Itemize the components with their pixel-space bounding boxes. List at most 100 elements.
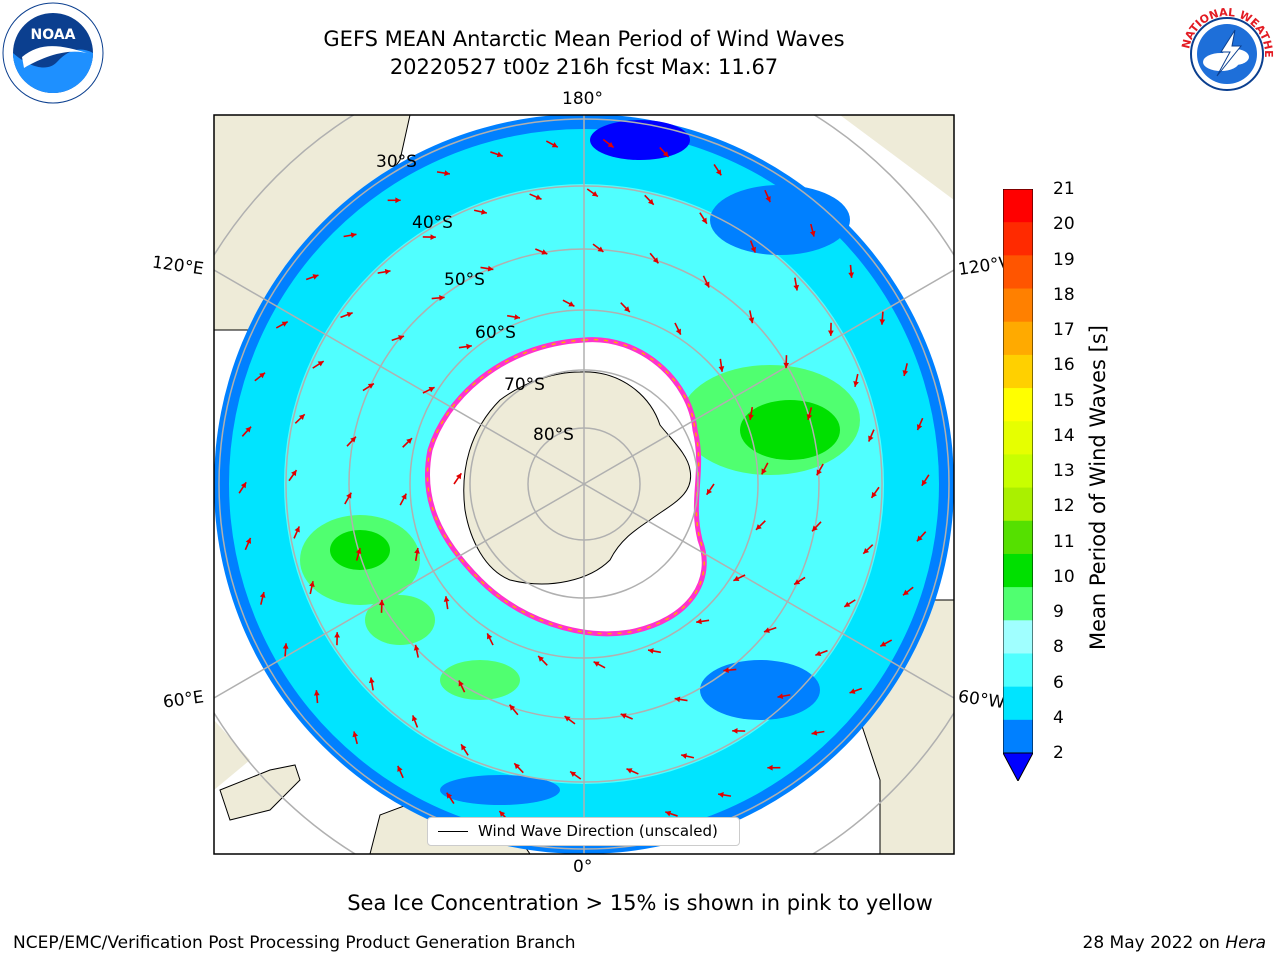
colorbar-band: [1003, 255, 1033, 290]
colorbar-band: [1003, 454, 1033, 489]
map-frame: [213, 114, 955, 855]
wave-direction-arrowhead: [828, 330, 834, 336]
noaa-logo: NOAA: [2, 2, 104, 104]
lon-label-0: 0°: [573, 857, 593, 877]
wave-direction-arrowhead: [706, 488, 713, 495]
wave-direction-arrowhead: [761, 468, 767, 475]
wave-direction-arrowhead: [902, 589, 909, 596]
wave-direction-arrowhead: [461, 744, 467, 751]
wave-direction-arrowhead: [662, 151, 669, 157]
legend-label: Wind Wave Direction (unscaled): [478, 822, 718, 840]
wave-direction-arrowhead: [350, 232, 357, 239]
wave-direction-arrowhead: [541, 249, 548, 255]
wave-direction-arrowhead: [496, 151, 503, 158]
wave-direction-arrowhead: [665, 810, 672, 817]
map-legend: Wind Wave Direction (unscaled): [427, 817, 740, 846]
wave-direction-arrowhead: [793, 284, 800, 291]
wave-direction-arrowhead: [732, 728, 738, 734]
colorbar-tick-label: 8: [1053, 637, 1064, 658]
wave-direction-arrowhead: [346, 492, 352, 499]
chart-title: GEFS MEAN Antarctic Mean Period of Wind …: [323, 27, 845, 51]
lat-label-60s: 60°S: [475, 323, 516, 343]
lon-label-180: 180°: [562, 89, 603, 109]
colorbar-band: [1003, 189, 1033, 223]
colorbar-tick-label: 11: [1053, 531, 1075, 552]
colorbar-tick-label: 20: [1053, 214, 1075, 235]
wave-direction-arrowhead: [849, 688, 856, 694]
colorbar-band: [1003, 354, 1033, 389]
wave-direction-arrowhead: [620, 713, 627, 719]
colorbar-tick-label: 10: [1053, 566, 1075, 587]
colorbar-tick-label: 13: [1053, 461, 1075, 481]
wave-direction-arrowhead: [570, 771, 577, 777]
wave-direction-arrowhead: [259, 372, 266, 379]
legend-line-sample: [438, 831, 468, 832]
wave-direction-arrowhead: [715, 169, 722, 176]
colorbar-tick-label: 12: [1053, 496, 1075, 517]
svg-text:NOAA: NOAA: [31, 27, 76, 43]
colorbar-band: [1003, 421, 1033, 455]
wave-direction-arrowhead: [395, 197, 401, 204]
sea-ice-note: Sea Ice Concentration > 15% is shown in …: [347, 891, 933, 915]
wave-direction-arrowhead: [675, 328, 681, 335]
wave-direction-arrowhead: [367, 383, 374, 389]
wave-direction-arrowhead: [313, 690, 320, 696]
colorbar-band: [1003, 553, 1033, 588]
wave-direction-arrowhead: [466, 343, 472, 350]
wave-direction-arrowhead: [401, 493, 407, 500]
wind-wave-arrows: [238, 138, 930, 830]
colorbar-tick-label: 6: [1053, 672, 1064, 693]
wave-direction-arrowhead: [413, 644, 420, 651]
wave-direction-arrowhead: [411, 715, 418, 722]
wave-direction-arrowhead: [597, 246, 604, 252]
wave-direction-arrowhead: [487, 265, 494, 272]
wave-direction-arrowhead: [879, 319, 886, 325]
wave-direction-arrowhead: [652, 257, 659, 264]
wave-direction-arrowhead: [868, 435, 874, 442]
wave-direction-arrowhead: [259, 592, 266, 598]
wave-direction-arrowhead: [397, 765, 403, 772]
wave-direction-arrowhead: [755, 524, 762, 530]
wave-direction-arrowhead: [607, 141, 614, 148]
lat-label-70s: 70°S: [504, 375, 545, 395]
wave-direction-arrowhead: [777, 693, 784, 700]
colorbar-tick-label: 9: [1053, 602, 1064, 622]
lat-label-30s: 30°S: [376, 152, 417, 172]
wave-direction-arrowhead: [368, 677, 375, 684]
wave-direction-arrowhead: [763, 627, 770, 633]
colorbar-band: [1003, 620, 1033, 654]
wave-direction-arrowhead: [317, 361, 324, 367]
colorbar-band: [1003, 587, 1033, 621]
date-stamp: 28 May 2022 on Hera: [1083, 933, 1267, 953]
colorbar-band: [1003, 388, 1033, 422]
wave-direction-arrowhead: [487, 633, 493, 640]
colorbar-under-triangle: [1003, 752, 1033, 781]
wave-direction-arrowhead: [765, 196, 771, 203]
nws-logo: NATIONAL WEATHER SERVICE: [1175, 2, 1277, 104]
wave-direction-arrowhead: [783, 362, 790, 369]
wave-direction-arrowhead: [809, 230, 816, 237]
wave-direction-arrowhead: [624, 306, 630, 313]
colorbar-band: [1003, 321, 1033, 356]
lat-label-80s: 80°S: [533, 425, 574, 445]
wave-direction-arrowhead: [564, 716, 571, 722]
wave-direction-arrowhead: [346, 311, 353, 318]
wave-direction-arrowhead: [406, 438, 413, 444]
wave-direction-arrowhead: [733, 575, 740, 581]
wave-direction-arrowhead: [428, 387, 435, 393]
wave-direction-arrowhead: [312, 274, 319, 280]
wave-direction-arrowhead: [681, 753, 687, 759]
colorbar-tick-label: 2: [1053, 743, 1064, 763]
wave-direction-arrowhead: [355, 548, 362, 554]
colorbar: [1003, 189, 1033, 781]
wave-direction-arrowhead: [815, 650, 822, 657]
colorbar-band: [1003, 653, 1033, 688]
wave-direction-arrowhead: [816, 469, 822, 476]
wave-direction-arrowhead: [444, 170, 450, 176]
wave-direction-arrowhead: [282, 643, 289, 649]
wave-direction-arrowhead: [551, 142, 558, 148]
colorbar-tick-label: 4: [1053, 707, 1064, 728]
wave-direction-arrowhead: [481, 209, 487, 215]
colorbar-band: [1003, 487, 1033, 522]
